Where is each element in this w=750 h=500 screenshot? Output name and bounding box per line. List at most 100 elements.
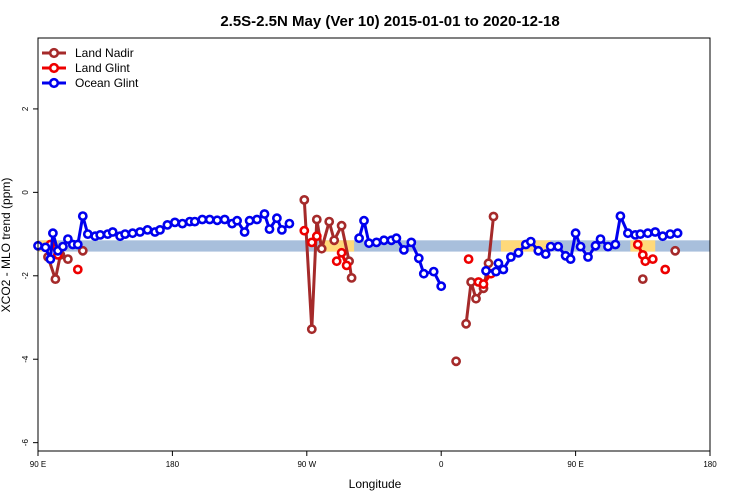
chart-title: 2.5S-2.5N May (Ver 10) 2015-01-01 to 202…: [220, 13, 559, 30]
ocean-glint-point: [575, 241, 586, 252]
land-nadir-point: [50, 274, 61, 284]
ocean-glint-point: [204, 214, 215, 225]
ocean-glint-point: [481, 265, 491, 276]
legend-item-land-glint: Land Glint: [42, 61, 130, 75]
land-nadir-point: [63, 254, 73, 264]
land-nadir-point: [311, 214, 322, 225]
ocean-glint-point: [135, 227, 145, 237]
ocean-glint-point: [398, 244, 409, 255]
ocean-glint-point: [259, 209, 270, 219]
land-nadir-point: [471, 293, 481, 304]
land-nadir-point: [316, 243, 327, 254]
y-tick-label: 0: [21, 190, 30, 195]
land-glint-point: [632, 239, 643, 250]
y-axis: 2 0 -2 -4 -6: [21, 106, 38, 446]
land-glint-point: [640, 256, 651, 267]
ocean-glint-point: [72, 239, 83, 250]
land-glint-point: [306, 237, 317, 248]
ocean-glint-point: [533, 245, 544, 256]
ocean-glint-point: [371, 237, 382, 248]
x-tick-label: 90 E: [567, 460, 583, 469]
ocean-glint-point: [127, 228, 138, 239]
ocean-glint-point: [553, 241, 564, 252]
land-nadir-point: [637, 274, 648, 284]
land-nadir-point: [329, 235, 340, 246]
y-tick-label: -4: [21, 355, 30, 363]
ocean-glint-point: [359, 215, 369, 226]
land-nadir-point: [451, 356, 461, 367]
ocean-glint-point: [525, 236, 536, 247]
ocean-glint-point: [672, 228, 683, 239]
ocean-glint-point: [45, 254, 56, 264]
ocean-glint-point: [565, 254, 576, 264]
ocean-glint-line-1: [357, 219, 443, 287]
ocean-glint-point: [505, 252, 516, 262]
land-nadir-point: [324, 216, 335, 227]
ocean-glint-point: [493, 258, 504, 269]
y-tick-label: 2: [21, 106, 30, 111]
ocean-glint-point: [657, 231, 668, 242]
land-glint-point: [647, 254, 658, 264]
ocean-glint-point: [58, 241, 68, 252]
legend-label: Land Glint: [75, 61, 130, 75]
ocean-glint-point: [570, 228, 581, 239]
land-glint-point: [660, 264, 671, 275]
legend-label: Ocean Glint: [75, 76, 139, 90]
ocean-glint-point: [120, 229, 130, 239]
legend-item-land-nadir: Land Nadir: [42, 46, 134, 60]
land-nadir-point: [336, 220, 347, 231]
ocean-glint-point: [436, 281, 447, 292]
ocean-glint-point: [162, 219, 173, 230]
y-tick-label: -6: [21, 439, 30, 447]
land-nadir-point: [299, 194, 310, 205]
land-nadir-point: [483, 258, 494, 269]
y-axis-label: XCO2 - MLO trend (ppm): [0, 178, 13, 313]
land-glint-point: [299, 225, 310, 236]
ocean-glint-point: [177, 218, 188, 229]
ocean-glint-point: [615, 211, 626, 221]
ocean-glint-point: [77, 211, 88, 221]
legend-item-ocean-glint: Ocean Glint: [42, 76, 139, 90]
ocean-glint-point: [189, 216, 200, 227]
ocean-glint-point: [391, 233, 402, 244]
ocean-glint-point: [239, 227, 250, 237]
ocean-glint-point: [540, 249, 551, 259]
ocean-glint-point: [142, 224, 153, 235]
ocean-glint-point: [498, 264, 509, 275]
land-glint-point: [331, 256, 342, 267]
ocean-glint-point: [635, 229, 646, 239]
ocean-glint-point: [428, 266, 439, 277]
land-nadir-point: [346, 272, 357, 283]
ocean-glint-point: [276, 224, 287, 235]
ocean-glint-point: [107, 227, 118, 237]
land-nadir-point: [306, 324, 317, 335]
land-nadir-point: [77, 245, 88, 256]
ocean-glint-point: [169, 217, 180, 228]
ocean-glint-point: [418, 268, 429, 279]
legend-marker: [48, 47, 60, 59]
land-glint-point: [463, 254, 474, 264]
ocean-glint-point: [650, 227, 661, 237]
ocean-glint-point: [40, 242, 51, 253]
ocean-glint-point: [155, 224, 165, 235]
land-nadir-point: [488, 211, 499, 222]
ocean-glint-point: [354, 233, 364, 244]
ocean-glint-point: [610, 239, 621, 250]
ocean-glint-point: [284, 218, 295, 229]
ocean-glint-point: [232, 215, 242, 226]
land-band-1: [319, 240, 355, 252]
plot-frame: [37, 37, 711, 452]
x-tick-label: 180: [703, 460, 717, 469]
ocean-glint-point: [406, 237, 417, 248]
land-glint-point: [72, 264, 83, 275]
series-ocean-glint: [33, 209, 683, 292]
y-tick-label: -2: [21, 272, 30, 280]
ocean-glint-point: [545, 241, 556, 252]
legend-label: Land Nadir: [75, 46, 134, 60]
ocean-glint-point: [219, 214, 230, 225]
ocean-glint-point: [95, 229, 106, 240]
land-nadir-line-4: [464, 216, 495, 324]
ocean-glint-point: [595, 234, 606, 244]
